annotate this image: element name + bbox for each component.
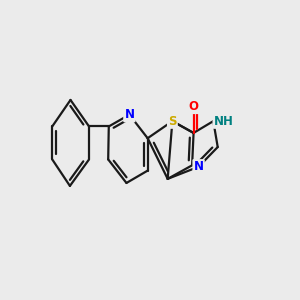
Text: N: N xyxy=(124,108,134,121)
Text: S: S xyxy=(168,115,177,128)
Text: NH: NH xyxy=(214,115,233,128)
Text: O: O xyxy=(189,100,199,113)
Text: N: N xyxy=(194,160,204,173)
